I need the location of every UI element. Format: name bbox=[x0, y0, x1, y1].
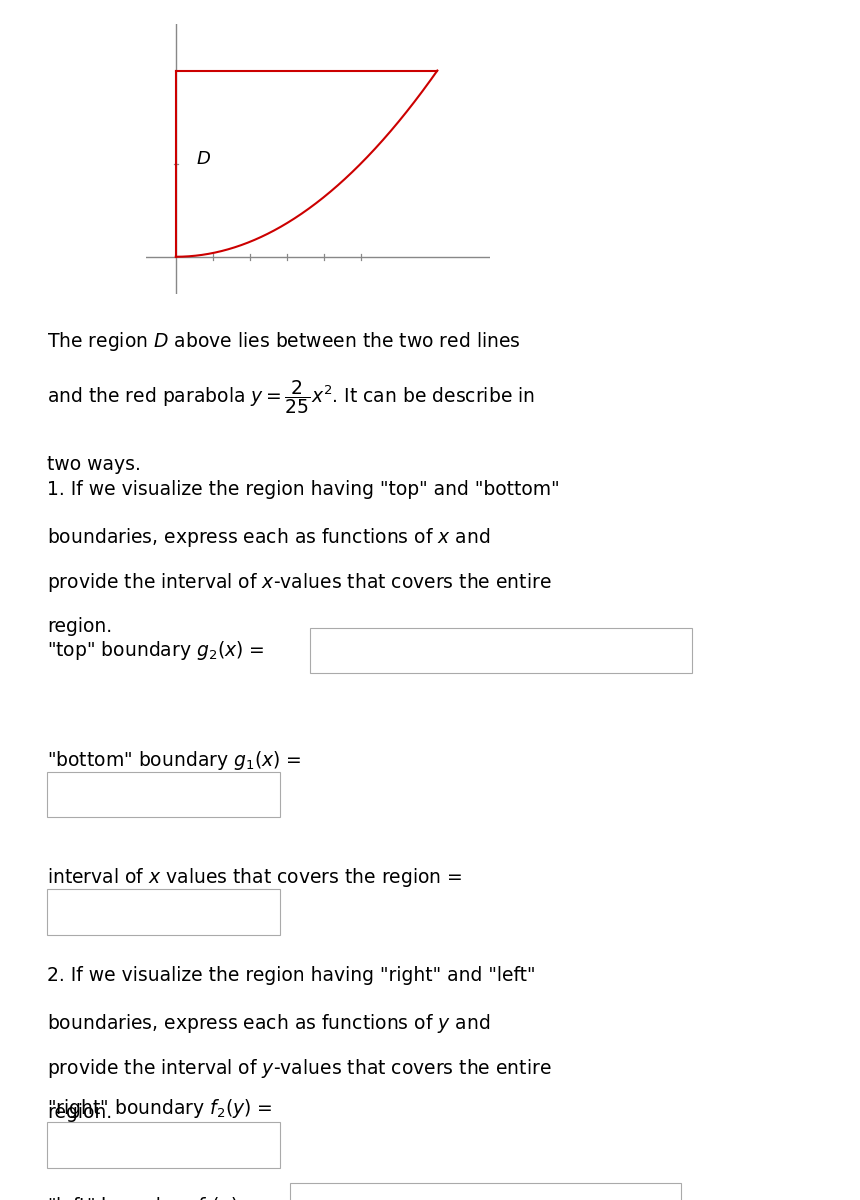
Text: region.: region. bbox=[47, 1103, 113, 1122]
FancyBboxPatch shape bbox=[310, 628, 692, 673]
Text: provide the interval of $x$-values that covers the entire: provide the interval of $x$-values that … bbox=[47, 571, 552, 594]
FancyBboxPatch shape bbox=[47, 1122, 280, 1168]
Text: 1. If we visualize the region having "top" and "bottom": 1. If we visualize the region having "to… bbox=[47, 480, 560, 499]
Text: two ways.: two ways. bbox=[47, 455, 141, 474]
Text: interval of $x$ values that covers the region =: interval of $x$ values that covers the r… bbox=[47, 866, 463, 889]
Text: provide the interval of $y$-values that covers the entire: provide the interval of $y$-values that … bbox=[47, 1057, 552, 1080]
FancyBboxPatch shape bbox=[290, 1183, 681, 1200]
Text: and the red parabola $y = \dfrac{2}{25}x^2$. It can be describe in: and the red parabola $y = \dfrac{2}{25}x… bbox=[47, 378, 535, 416]
Text: boundaries, express each as functions of $x$ and: boundaries, express each as functions of… bbox=[47, 526, 490, 548]
Text: "left" boundary $f_1(y)$ =: "left" boundary $f_1(y)$ = bbox=[47, 1194, 260, 1200]
FancyBboxPatch shape bbox=[47, 889, 280, 935]
Text: 2. If we visualize the region having "right" and "left": 2. If we visualize the region having "ri… bbox=[47, 966, 536, 985]
Text: region.: region. bbox=[47, 617, 113, 636]
Text: The region $D$ above lies between the two red lines: The region $D$ above lies between the tw… bbox=[47, 330, 521, 353]
Text: D: D bbox=[196, 150, 210, 168]
Text: "top" boundary $g_2(x)$ =: "top" boundary $g_2(x)$ = bbox=[47, 638, 265, 662]
Text: "right" boundary $f_2(y)$ =: "right" boundary $f_2(y)$ = bbox=[47, 1097, 273, 1120]
FancyBboxPatch shape bbox=[47, 772, 280, 817]
Text: boundaries, express each as functions of $y$ and: boundaries, express each as functions of… bbox=[47, 1012, 490, 1034]
Text: "bottom" boundary $g_1(x)$ =: "bottom" boundary $g_1(x)$ = bbox=[47, 749, 302, 772]
